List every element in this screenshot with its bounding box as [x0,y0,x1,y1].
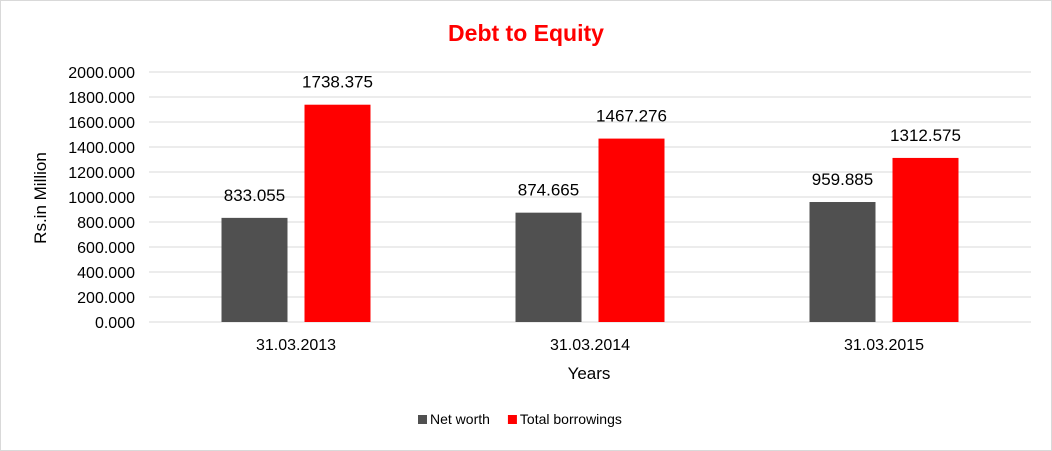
bar [304,104,371,322]
legend: Net worth Total borrowings [418,411,622,427]
y-tick-label: 400.000 [77,265,135,282]
legend-label: Total borrowings [520,411,622,427]
bar [515,212,582,322]
data-label: 1312.575 [890,126,961,145]
y-tick-label: 1600.000 [68,115,135,132]
data-label: 1738.375 [302,73,373,92]
data-label: 833.055 [224,186,285,205]
data-label: 874.665 [518,181,579,200]
x-axis-ticks: 31.03.2013 31.03.2014 31.03.2015 [256,337,924,354]
x-axis-title: Years [568,364,611,383]
x-tick-label: 31.03.2014 [550,337,630,354]
y-tick-label: 800.000 [77,215,135,232]
bars [221,104,959,322]
bar [809,202,876,322]
y-tick-label: 2000.000 [68,65,135,82]
y-tick-label: 1000.000 [68,190,135,207]
legend-swatch [507,415,517,424]
bar [221,217,288,322]
bar [598,138,665,322]
x-tick-label: 31.03.2015 [844,337,924,354]
data-label: 1467.276 [596,107,667,126]
bar [892,157,959,322]
data-label: 959.885 [812,170,873,189]
x-tick-label: 31.03.2013 [256,337,336,354]
legend-swatch [418,415,427,424]
gridlines [149,71,1031,323]
y-axis-title: Rs.in Million [31,152,50,244]
data-labels: 833.055 1738.375 874.665 1467.276 959.885 131… [224,73,961,205]
y-axis-ticks: 0.000 200.000 400.000 600.000 800.000 1000.00… [68,65,135,332]
y-tick-label: 1200.000 [68,165,135,182]
chart-title: Debt to Equity [448,20,604,46]
legend-label: Net worth [430,411,490,427]
y-tick-label: 1400.000 [68,140,135,157]
y-tick-label: 200.000 [77,290,135,307]
y-tick-label: 0.000 [95,315,135,332]
y-tick-label: 1800.000 [68,90,135,107]
y-tick-label: 600.000 [77,240,135,257]
